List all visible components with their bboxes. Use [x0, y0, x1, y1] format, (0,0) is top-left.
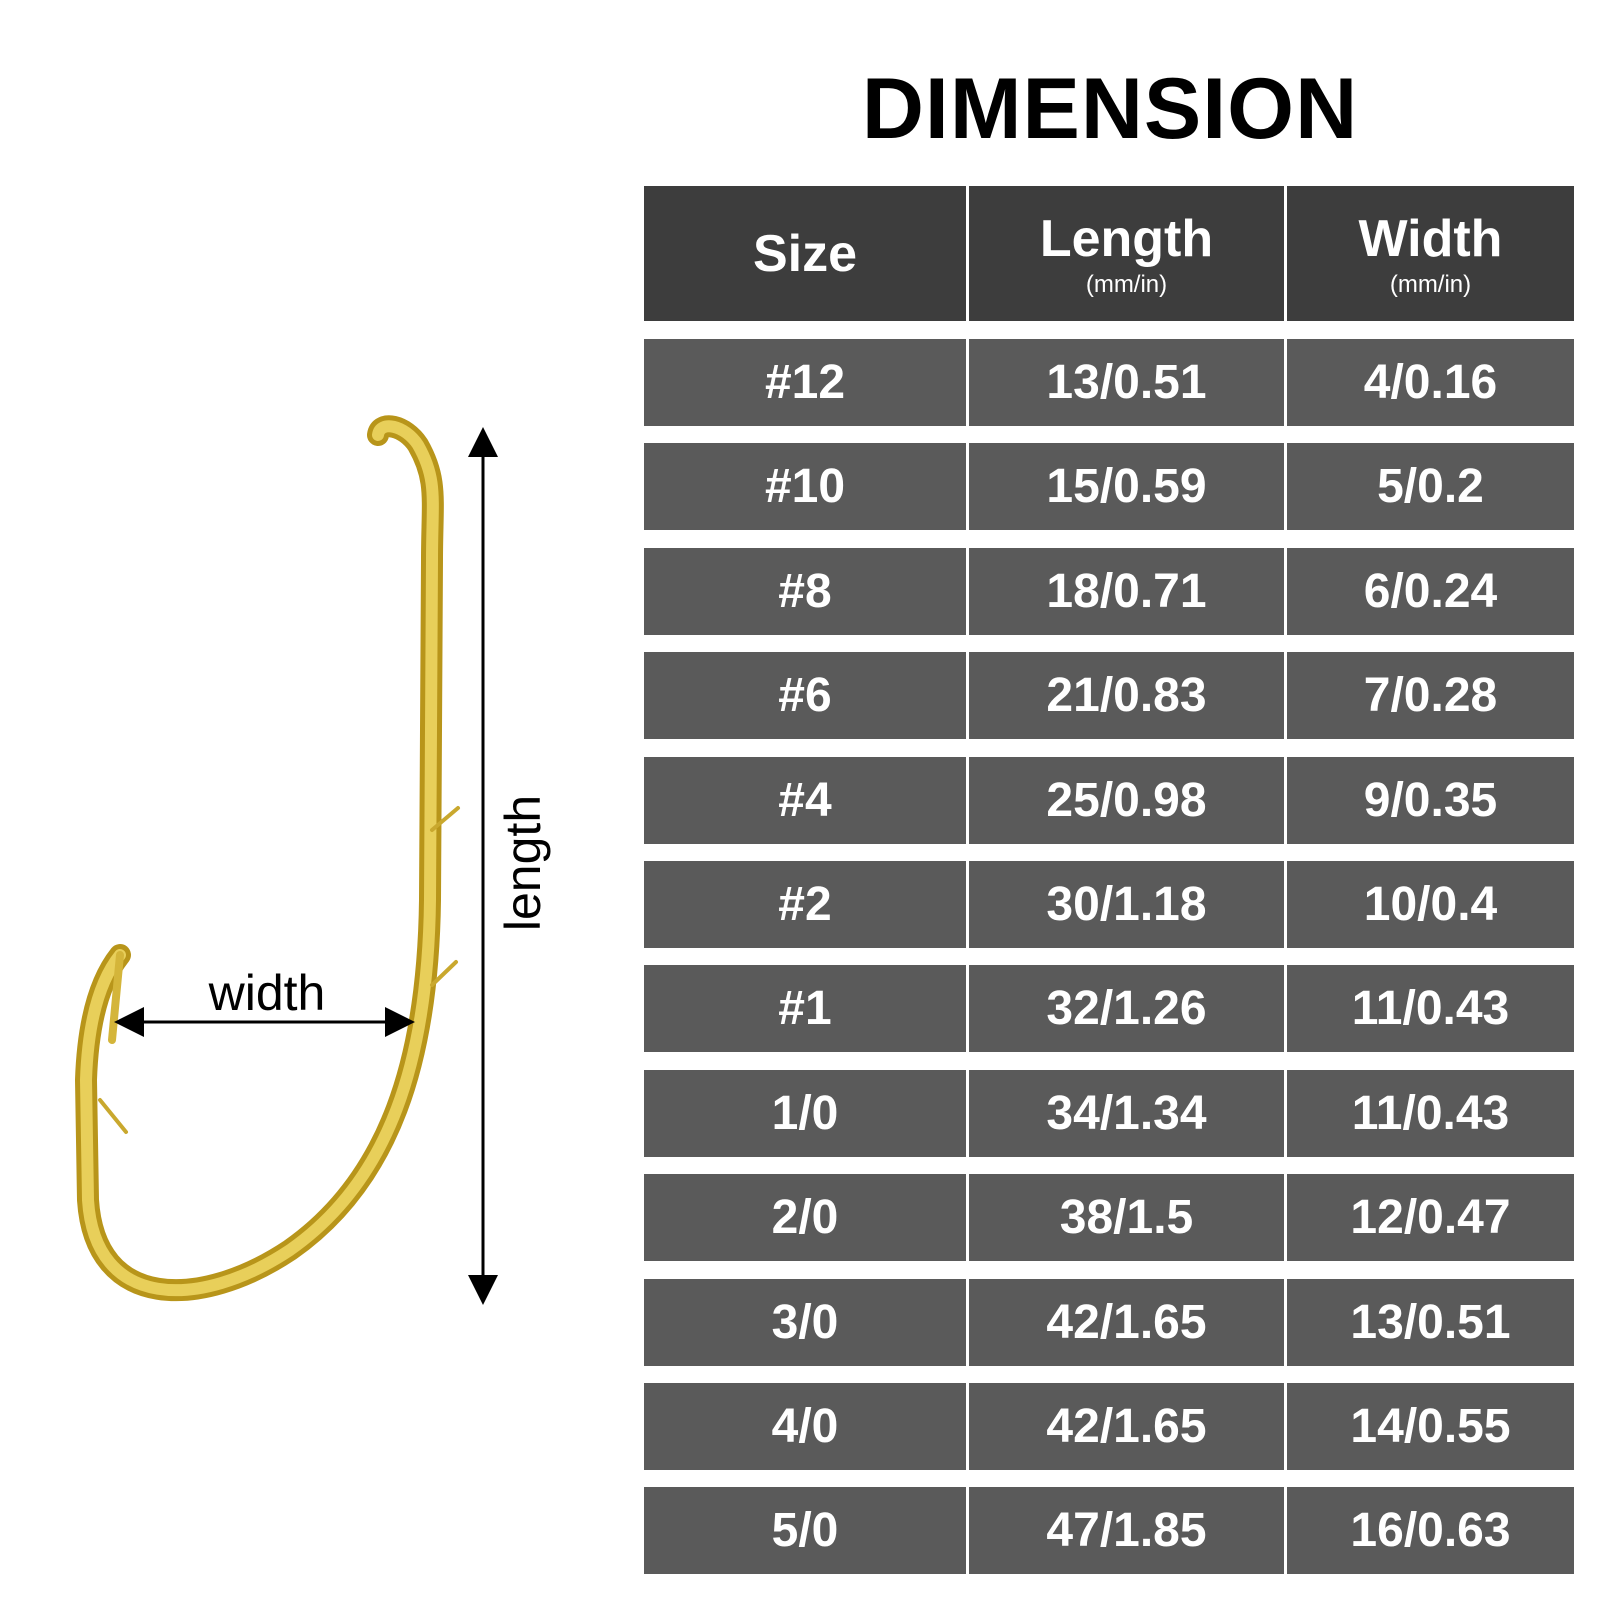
cell-text: 4/0 — [771, 1400, 839, 1453]
table-cell: 1/0 — [644, 1069, 966, 1157]
cell-text: 7/0.28 — [1363, 669, 1498, 723]
cell-text: 11/0.43 — [1351, 982, 1510, 1036]
table-cell: 13/0.51 — [969, 339, 1284, 426]
table-cell: 11/0.43 — [1287, 965, 1574, 1053]
cell-text: 6/0.24 — [1363, 564, 1498, 618]
cell-text: 42/1.65 — [1046, 1400, 1207, 1453]
hook — [74, 415, 460, 1302]
header-label: Width — [1358, 209, 1503, 268]
table-cell: 42/1.65 — [969, 1278, 1284, 1366]
table-cell: 15/0.59 — [969, 443, 1284, 531]
table-cell: 16/0.63 — [1287, 1487, 1574, 1575]
cell-text: 42/1.65 — [1046, 1295, 1207, 1349]
table-cell: #1 — [644, 965, 966, 1053]
table-cell: 47/1.85 — [969, 1487, 1284, 1575]
cell-text: 11/0.43 — [1351, 1086, 1510, 1140]
cell-text: 13/0.51 — [1046, 356, 1207, 409]
cell-text: 15/0.59 — [1046, 460, 1207, 514]
cell-text: #2 — [778, 878, 832, 931]
cell-text: 4/0.16 — [1363, 356, 1498, 409]
table-cell: 34/1.34 — [969, 1069, 1284, 1157]
table-cell: 42/1.65 — [969, 1383, 1284, 1470]
table-cell: #12 — [644, 339, 966, 426]
header-cell: Length (mm/in) — [969, 186, 1284, 321]
table-cell: 4/0.16 — [1287, 339, 1574, 426]
cell-text: 18/0.71 — [1046, 564, 1207, 618]
table-cell: #8 — [644, 547, 966, 635]
header-label: Length — [1039, 209, 1214, 268]
length-label: length — [495, 795, 551, 931]
cell-text: 30/1.18 — [1046, 878, 1207, 931]
cell-text: 34/1.34 — [1046, 1086, 1207, 1140]
cell-text: 2/0 — [771, 1191, 839, 1245]
cell-text: 12/0.47 — [1350, 1191, 1511, 1245]
table-cell: 13/0.51 — [1287, 1278, 1574, 1366]
cell-text: 10/0.4 — [1363, 878, 1498, 931]
title: DIMENSION — [861, 61, 1359, 157]
table-cell: 7/0.28 — [1287, 652, 1574, 740]
table-cell: 18/0.71 — [969, 547, 1284, 635]
table-cell: 14/0.55 — [1287, 1383, 1574, 1470]
table-cell: 30/1.18 — [969, 861, 1284, 948]
cell-text: 9/0.35 — [1363, 773, 1498, 827]
cell-text: 5/0 — [771, 1504, 839, 1558]
header-unit: (mm/in) — [1085, 270, 1168, 298]
cell-text: #6 — [778, 669, 832, 723]
cell-text: #12 — [764, 356, 846, 409]
cell-text: 32/1.26 — [1046, 982, 1207, 1036]
table-cell: 3/0 — [644, 1278, 966, 1366]
width-label: width — [208, 965, 326, 1021]
table-cell: 10/0.4 — [1287, 861, 1574, 948]
hook-diagram: width length — [74, 415, 551, 1305]
table-cell: 11/0.43 — [1287, 1069, 1574, 1157]
table-cell: 4/0 — [644, 1383, 966, 1470]
header-unit: (mm/in) — [1389, 270, 1472, 298]
cell-text: 14/0.55 — [1350, 1400, 1511, 1453]
table-cell: 2/0 — [644, 1174, 966, 1262]
cell-text: 16/0.63 — [1350, 1504, 1511, 1558]
cell-text: 47/1.85 — [1046, 1504, 1207, 1558]
cell-text: 3/0 — [771, 1295, 839, 1349]
cell-text: 13/0.51 — [1350, 1295, 1511, 1349]
header-label: Size — [752, 224, 858, 283]
table-cell: 5/0.2 — [1287, 443, 1574, 531]
table-cell: 38/1.5 — [969, 1174, 1284, 1262]
table-cell: 25/0.98 — [969, 756, 1284, 844]
table-cell: 5/0 — [644, 1487, 966, 1575]
table-cell: 21/0.83 — [969, 652, 1284, 740]
cell-text: #10 — [764, 460, 846, 514]
table-cell: #6 — [644, 652, 966, 740]
cell-text: 21/0.83 — [1046, 669, 1207, 723]
header-cell: Width (mm/in) — [1287, 186, 1574, 321]
header-cell: Size — [644, 186, 966, 321]
table-cell: #4 — [644, 756, 966, 844]
table-cell: 6/0.24 — [1287, 547, 1574, 635]
cell-text: 1/0 — [771, 1086, 839, 1140]
cell-text: 5/0.2 — [1377, 460, 1484, 514]
table-cell: #2 — [644, 861, 966, 948]
table-cell: 9/0.35 — [1287, 756, 1574, 844]
cell-text: 25/0.98 — [1046, 773, 1207, 827]
cell-text: #8 — [778, 564, 832, 618]
cell-text: 38/1.5 — [1059, 1191, 1194, 1245]
cell-text: #1 — [778, 982, 832, 1036]
cell-text: #4 — [778, 773, 832, 827]
table-cell: 12/0.47 — [1287, 1174, 1574, 1262]
table-cell: #10 — [644, 443, 966, 531]
table-cell: 32/1.26 — [969, 965, 1284, 1053]
